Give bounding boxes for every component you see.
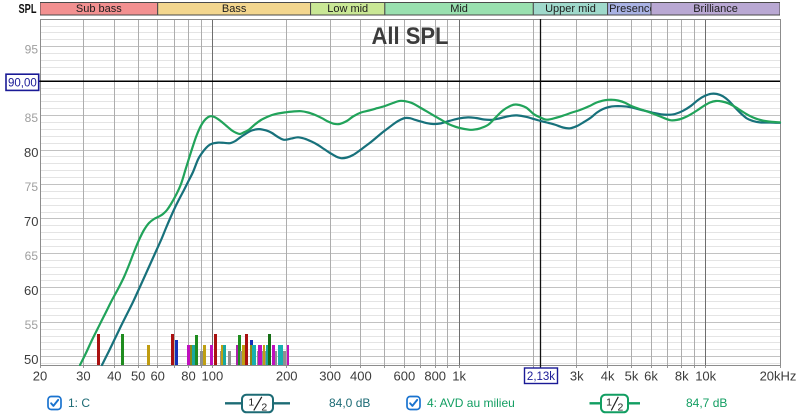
svg-text:300: 300 [319, 369, 341, 384]
svg-text:85: 85 [25, 111, 39, 125]
svg-text:2: 2 [261, 402, 267, 414]
svg-text:4k: 4k [601, 369, 615, 384]
svg-text:SPL: SPL [19, 2, 37, 16]
svg-text:2: 2 [617, 402, 623, 414]
svg-text:3k: 3k [570, 369, 584, 384]
svg-text:60: 60 [150, 369, 164, 384]
svg-text:Low mid: Low mid [327, 3, 368, 15]
svg-text:90,00: 90,00 [8, 78, 37, 90]
svg-text:1: C: 1: C [68, 396, 90, 410]
svg-text:800: 800 [424, 369, 446, 384]
svg-text:6k: 6k [644, 369, 658, 384]
svg-text:84,0 dB: 84,0 dB [329, 396, 370, 410]
svg-text:2,13k: 2,13k [527, 371, 555, 383]
svg-text:1: 1 [606, 397, 612, 409]
svg-text:30: 30 [76, 369, 90, 384]
svg-text:10k: 10k [695, 369, 716, 384]
svg-text:60: 60 [24, 283, 38, 298]
svg-text:5k: 5k [625, 369, 639, 384]
svg-text:70: 70 [24, 214, 38, 229]
svg-text:55: 55 [25, 318, 39, 332]
svg-text:80: 80 [181, 369, 195, 384]
svg-text:95: 95 [25, 42, 39, 56]
svg-text:4: AVD au milieu: 4: AVD au milieu [427, 396, 515, 410]
svg-text:200: 200 [276, 369, 298, 384]
svg-text:8k: 8k [675, 369, 689, 384]
svg-text:50: 50 [131, 369, 145, 384]
svg-text:20kHz: 20kHz [760, 369, 797, 384]
svg-text:Upper mid: Upper mid [545, 3, 596, 15]
svg-text:Mid: Mid [450, 3, 468, 15]
svg-text:80: 80 [24, 145, 38, 160]
svg-text:65: 65 [25, 249, 39, 263]
svg-text:50: 50 [24, 352, 38, 367]
svg-text:100: 100 [202, 369, 224, 384]
svg-text:1: 1 [248, 397, 254, 409]
svg-text:75: 75 [25, 180, 39, 194]
svg-text:All SPL: All SPL [372, 23, 449, 50]
svg-text:Bass: Bass [222, 3, 247, 15]
svg-text:Sub bass: Sub bass [76, 3, 122, 15]
svg-text:1k: 1k [452, 369, 466, 384]
svg-text:Brilliance: Brilliance [693, 3, 738, 15]
svg-text:Presence: Presence [609, 3, 655, 15]
svg-text:84,7 dB: 84,7 dB [686, 396, 727, 410]
svg-text:40: 40 [107, 369, 121, 384]
svg-text:20: 20 [33, 369, 47, 384]
svg-text:400: 400 [350, 369, 372, 384]
svg-text:600: 600 [394, 369, 416, 384]
